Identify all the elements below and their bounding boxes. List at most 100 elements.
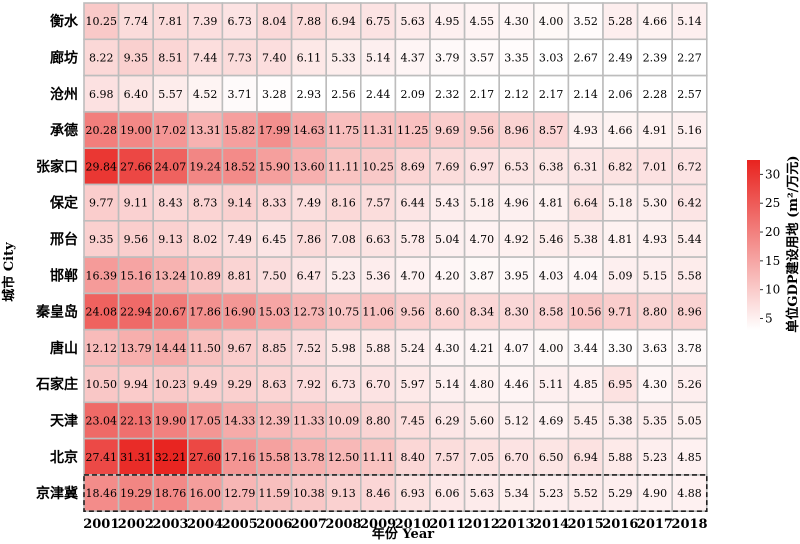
heatmap-cell — [602, 2, 639, 41]
cell-value-label: 17.16 — [224, 451, 256, 464]
cell-value-label: 5.30 — [643, 197, 668, 210]
cell-value-label: 9.29 — [227, 378, 252, 391]
cell-value-label: 5.98 — [331, 342, 356, 355]
colorbar-tick-label: 15 — [765, 254, 780, 268]
cell-value-label: 6.73 — [331, 378, 356, 391]
cell-value-label: 3.71 — [227, 88, 252, 101]
cell-value-label: 7.88 — [297, 15, 322, 28]
heatmap-cell — [83, 38, 120, 77]
heatmap-cell — [602, 292, 639, 331]
column-label: 2018 — [671, 517, 707, 532]
cell-value-label: 3.78 — [677, 342, 702, 355]
cell-value-label: 10.25 — [362, 160, 394, 173]
cell-value-label: 13.79 — [120, 342, 152, 355]
cell-value-label: 11.06 — [362, 306, 394, 319]
heatmap-cell — [636, 147, 673, 186]
heatmap-cell — [187, 292, 224, 331]
cell-value-label: 7.52 — [297, 342, 322, 355]
heatmap-cell — [359, 401, 397, 440]
cell-value-label: 4.70 — [470, 233, 495, 246]
cell-value-label: 9.35 — [124, 51, 149, 64]
cell-value-label: 8.46 — [366, 487, 391, 500]
cell-value-label: 3.52 — [573, 15, 598, 28]
cell-value-label: 6.31 — [573, 160, 598, 173]
heatmap-cell — [602, 401, 639, 440]
heatmap-cell — [325, 2, 362, 41]
cell-value-label: 10.75 — [328, 306, 360, 319]
cell-value-label: 6.95 — [608, 378, 633, 391]
cell-value-label: 5.52 — [573, 487, 598, 500]
heatmap-cell — [567, 74, 604, 113]
cell-value-label: 2.12 — [504, 88, 529, 101]
cell-value-label: 8.60 — [435, 306, 460, 319]
cell-value-label: 11.25 — [397, 124, 429, 137]
cell-value-label: 4.30 — [504, 15, 529, 28]
heatmap-cell — [221, 256, 258, 295]
heatmap-cell — [567, 474, 604, 512]
colorbar-tick-label: 25 — [765, 196, 780, 210]
row-label: 承德 — [50, 122, 78, 139]
cell-value-label: 5.18 — [608, 197, 633, 210]
cell-value-label: 5.45 — [573, 414, 598, 427]
cell-value-label: 3.87 — [470, 269, 495, 282]
heatmap-cell — [359, 437, 397, 476]
heatmap-cell — [221, 292, 258, 331]
cell-value-label: 7.73 — [227, 51, 252, 64]
cell-value-label: 15.16 — [120, 269, 152, 282]
heatmap-cell — [671, 437, 708, 476]
row-label: 石家庄 — [35, 376, 78, 393]
cell-value-label: 9.69 — [435, 124, 460, 137]
cell-value-label: 11.31 — [362, 124, 394, 137]
cell-value-label: 3.79 — [435, 51, 460, 64]
cell-value-label: 13.24 — [155, 269, 187, 282]
cell-value-label: 18.46 — [86, 487, 118, 500]
cell-value-label: 7.86 — [297, 233, 322, 246]
heatmap-cell — [498, 401, 535, 440]
cell-value-label: 4.07 — [504, 342, 529, 355]
heatmap-cell — [290, 365, 328, 404]
cell-value-label: 5.57 — [158, 88, 183, 101]
cell-value-label: 6.38 — [539, 160, 564, 173]
cell-value-label: 11.11 — [328, 160, 360, 173]
cell-value-label: 5.97 — [400, 378, 425, 391]
cell-value-label: 2.27 — [677, 51, 702, 64]
heatmap-cell — [463, 2, 501, 41]
colorbar-tick-label: 20 — [765, 225, 780, 239]
x-axis-title: 年份 Year — [372, 526, 434, 542]
heatmap-cell — [498, 437, 535, 476]
cell-value-label: 20.67 — [155, 306, 187, 319]
cell-value-label: 6.53 — [504, 160, 529, 173]
cell-value-label: 5.16 — [677, 124, 702, 137]
cell-value-label: 6.94 — [331, 15, 356, 28]
row-label: 唐山 — [50, 340, 78, 357]
row-label: 邯郸 — [50, 267, 78, 284]
cell-value-label: 5.14 — [677, 15, 702, 28]
cell-value-label: 3.30 — [608, 342, 633, 355]
cell-value-label: 8.40 — [400, 451, 425, 464]
cell-value-label: 17.05 — [189, 414, 221, 427]
heatmap-cell — [463, 220, 501, 258]
cell-value-label: 5.28 — [608, 15, 633, 28]
heatmap-cell — [256, 328, 293, 367]
cell-value-label: 2.44 — [366, 88, 391, 101]
heatmap-cell — [83, 111, 120, 150]
column-label: 2013 — [498, 517, 534, 532]
column-label: 2007 — [291, 517, 327, 532]
cell-value-label: 10.50 — [86, 378, 118, 391]
heatmap-cell — [671, 328, 708, 367]
heatmap-cell — [532, 111, 570, 150]
heatmap-cell — [117, 474, 154, 512]
heatmap-cell — [221, 474, 258, 512]
heatmap-cell — [117, 147, 154, 186]
heatmap-cell — [532, 365, 570, 404]
cell-value-label: 23.04 — [86, 414, 118, 427]
cell-value-label: 5.58 — [677, 269, 702, 282]
cell-value-label: 3.35 — [504, 51, 529, 64]
cell-value-label: 5.88 — [366, 342, 391, 355]
cell-value-label: 4.81 — [608, 233, 633, 246]
heatmap-cell — [83, 183, 120, 222]
heatmap-cell — [671, 401, 708, 440]
cell-value-label: 18.76 — [155, 487, 187, 500]
cell-value-label: 8.69 — [400, 160, 425, 173]
cell-value-label: 4.92 — [504, 233, 529, 246]
